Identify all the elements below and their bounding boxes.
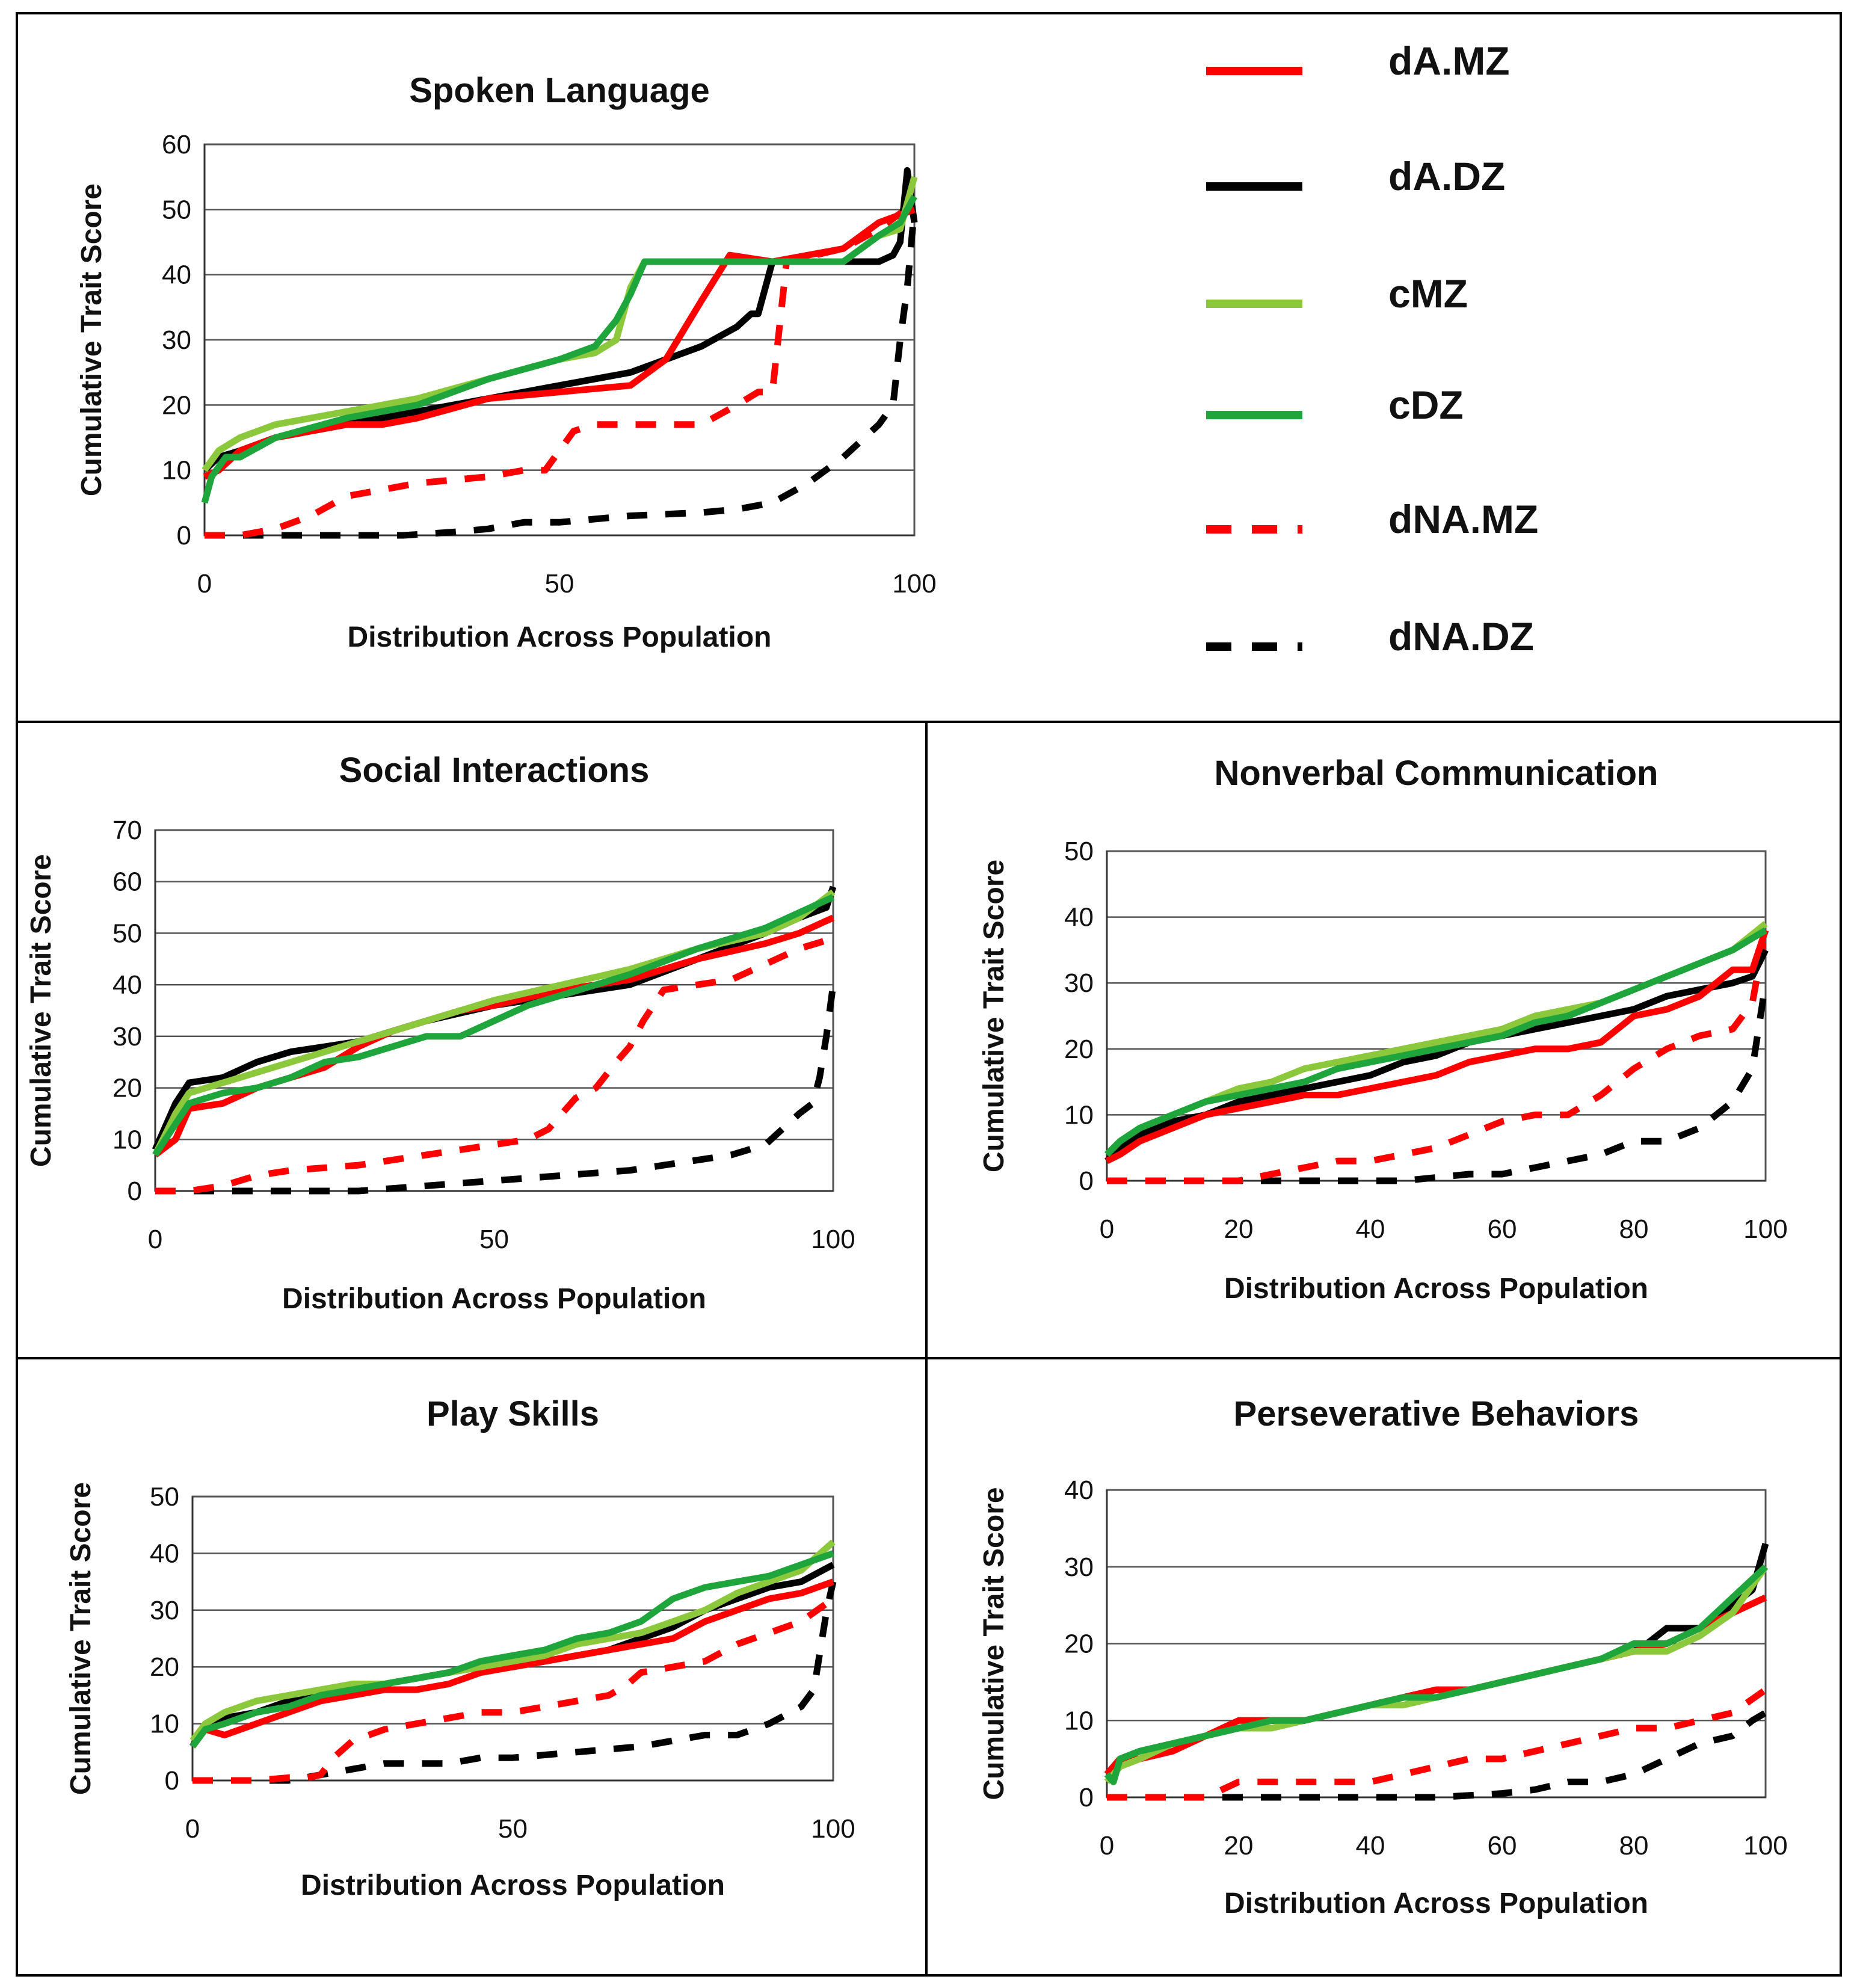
social-interactions-ytick-label: 60	[112, 867, 142, 897]
spoken-language-series-cdz-line	[201, 195, 917, 504]
social-interactions-ytick-label: 0	[128, 1177, 142, 1206]
perseverative-behaviors-ytick-label: 40	[1064, 1476, 1094, 1505]
nonverbal-communication-xtick-label: 20	[1224, 1214, 1254, 1244]
spoken-language-title: Spoken Language	[409, 71, 710, 110]
social-interactions-xlabel: Distribution Across Population	[282, 1283, 706, 1315]
nonverbal-communication-ytick-label: 0	[1079, 1166, 1094, 1196]
spoken-language-ylabel: Cumulative Trait Score	[76, 183, 108, 496]
perseverative-behaviors-xtick-label: 60	[1488, 1831, 1517, 1860]
perseverative-behaviors-xtick-label: 40	[1356, 1831, 1385, 1860]
spoken-language-ytick-label: 20	[162, 390, 191, 420]
spoken-language-series-dna-mz-line	[205, 200, 917, 539]
social-interactions-series-dna-mz-line	[155, 935, 834, 1195]
legend-label-cdz: cDZ	[1388, 383, 1464, 427]
social-interactions-xtick-label: 50	[479, 1225, 509, 1254]
perseverative-behaviors-xlabel: Distribution Across Population	[1224, 1888, 1648, 1919]
play-skills-xtick-label: 0	[185, 1814, 200, 1844]
spoken-language-ytick-label: 10	[162, 456, 191, 485]
nonverbal-communication-ytick-label: 10	[1064, 1100, 1094, 1130]
social-interactions-title: Social Interactions	[339, 751, 650, 790]
play-skills-series-dna-mz-line	[192, 1596, 836, 1784]
nonverbal-communication-xtick-label: 100	[1743, 1214, 1787, 1244]
play-skills-ylabel: Cumulative Trait Score	[65, 1482, 97, 1795]
social-interactions-xtick-label: 0	[148, 1225, 162, 1254]
play-skills-ytick-label: 40	[150, 1539, 179, 1568]
perseverative-behaviors-xtick-label: 20	[1224, 1831, 1254, 1860]
legend-label-dna-mz: dNA.MZ	[1388, 497, 1538, 541]
chart-play-skills: 0 10 20 30 40 50 0 50 100 Play Skills Distribution…	[65, 1394, 855, 1901]
social-interactions-xtick-label: 100	[811, 1225, 855, 1254]
chart-nonverbal-communication: 0 10 20 30 40 50 0 20 40 60 80 100 Nonverbal Communi…	[978, 754, 1788, 1305]
social-interactions-series-dna-dz-line	[155, 984, 837, 1195]
play-skills-ytick-label: 0	[165, 1766, 179, 1796]
perseverative-behaviors-series-da-mz-line	[1104, 1594, 1767, 1777]
spoken-language-xtick-label: 0	[197, 569, 212, 599]
perseverative-behaviors-series-cdz-line	[1104, 1564, 1768, 1785]
play-skills-ytick-label: 10	[150, 1709, 179, 1739]
play-skills-ytick-label: 30	[150, 1596, 179, 1625]
spoken-language-series-dna-dz-line	[205, 209, 918, 539]
nonverbal-communication-title: Nonverbal Communication	[1215, 754, 1658, 793]
social-interactions-ytick-label: 40	[112, 970, 142, 1000]
spoken-language-xlabel: Distribution Across Population	[348, 621, 772, 653]
nonverbal-communication-xlabel: Distribution Across Population	[1224, 1273, 1648, 1305]
legend-label-dna-dz: dNA.DZ	[1388, 614, 1534, 659]
nonverbal-communication-ytick-label: 50	[1064, 837, 1094, 866]
play-skills-series-cdz-line	[189, 1550, 834, 1749]
nonverbal-communication-series-da-mz-line	[1105, 929, 1769, 1165]
social-interactions-series-cdz-line	[152, 894, 835, 1157]
legend-label-da-mz: dA.MZ	[1388, 38, 1510, 83]
perseverative-behaviors-title: Perseverative Behaviors	[1234, 1394, 1639, 1433]
perseverative-behaviors-series-dna-mz-line	[1107, 1687, 1768, 1801]
chart-perseverative-behaviors: 0 10 20 30 40 0 20 40 60 80 100 Perseverative Behav…	[978, 1394, 1788, 1919]
perseverative-behaviors-ylabel: Cumulative Trait Score	[978, 1487, 1010, 1800]
nonverbal-communication-ytick-label: 20	[1064, 1035, 1094, 1064]
social-interactions-ylabel: Cumulative Trait Score	[25, 854, 57, 1167]
legend-label-cmz: cMZ	[1388, 271, 1468, 316]
play-skills-series-dna-dz-line	[192, 1581, 837, 1784]
play-skills-ytick-label: 20	[150, 1652, 179, 1682]
perseverative-behaviors-xtick-label: 80	[1619, 1831, 1649, 1860]
nonverbal-communication-xtick-label: 0	[1100, 1214, 1114, 1244]
nonverbal-communication-xtick-label: 40	[1356, 1214, 1385, 1244]
perseverative-behaviors-xtick-label: 0	[1100, 1831, 1114, 1860]
spoken-language-ytick-label: 60	[162, 130, 191, 159]
spoken-language-ytick-label: 50	[162, 195, 191, 224]
perseverative-behaviors-series-dna-dz-line	[1107, 1709, 1767, 1801]
spoken-language-ytick-label: 30	[162, 325, 191, 355]
spoken-language-ytick-label: 0	[177, 521, 191, 550]
play-skills-ytick-label: 50	[150, 1482, 179, 1512]
nonverbal-communication-ylabel: Cumulative Trait Score	[978, 860, 1010, 1172]
play-skills-title: Play Skills	[427, 1394, 599, 1433]
perseverative-behaviors-xtick-label: 100	[1743, 1831, 1787, 1860]
nonverbal-communication-ytick-label: 40	[1064, 903, 1094, 932]
play-skills-series-cmz-line	[189, 1539, 836, 1743]
perseverative-behaviors-ytick-label: 10	[1064, 1706, 1094, 1735]
nonverbal-communication-ytick-label: 30	[1064, 968, 1094, 998]
play-skills-xtick-label: 50	[498, 1814, 528, 1844]
nonverbal-communication-xtick-label: 80	[1619, 1214, 1649, 1244]
social-interactions-ytick-label: 20	[112, 1074, 142, 1103]
social-interactions-ytick-label: 50	[112, 919, 142, 948]
perseverative-behaviors-ytick-label: 20	[1064, 1629, 1094, 1659]
nonverbal-communication-xtick-label: 60	[1488, 1214, 1517, 1244]
chart-social-interactions: 0 10 20 30 40 50 60 70 0 50 100 Social Interactions…	[25, 751, 855, 1315]
social-interactions-ytick-label: 30	[112, 1022, 142, 1051]
social-interactions-ytick-label: 10	[112, 1125, 142, 1154]
play-skills-xtick-label: 100	[811, 1814, 855, 1844]
play-skills-series-da-mz-line	[189, 1578, 834, 1749]
nonverbal-communication-series-cdz-line	[1104, 927, 1767, 1157]
legend: dA.MZ dA.DZ cMZ cDZ dNA.MZ dNA.DZ	[1206, 38, 1538, 659]
spoken-language-xtick-label: 100	[892, 569, 936, 599]
perseverative-behaviors-ytick-label: 30	[1064, 1553, 1094, 1582]
legend-label-da-dz: dA.DZ	[1388, 154, 1505, 198]
spoken-language-ytick-label: 40	[162, 260, 191, 290]
chart-spoken-language: 0 10 20 30 40 50 60 0 50 100 Spoken Language Distri…	[76, 71, 937, 653]
social-interactions-ytick-label: 70	[112, 816, 142, 845]
panel-border-outer	[16, 12, 1842, 1977]
spoken-language-xtick-label: 50	[545, 569, 574, 599]
play-skills-xlabel: Distribution Across Population	[301, 1870, 725, 1901]
perseverative-behaviors-ytick-label: 0	[1079, 1783, 1094, 1812]
